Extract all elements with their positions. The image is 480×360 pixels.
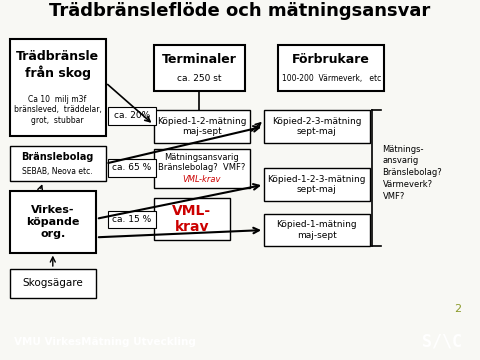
Text: S/\C: S/\C — [421, 333, 462, 351]
FancyBboxPatch shape — [10, 39, 106, 136]
FancyBboxPatch shape — [264, 110, 370, 143]
FancyBboxPatch shape — [108, 211, 156, 229]
FancyBboxPatch shape — [154, 110, 250, 143]
Text: Köpied-1-2-mätning
maj-sept: Köpied-1-2-mätning maj-sept — [157, 117, 246, 136]
FancyBboxPatch shape — [264, 214, 370, 246]
Text: VMF?: VMF? — [383, 192, 405, 201]
Text: Virkes-
köpande
org.: Virkes- köpande org. — [26, 205, 80, 239]
Text: Köpied-2-3-mätning
sept-maj: Köpied-2-3-mätning sept-maj — [272, 117, 361, 136]
FancyBboxPatch shape — [154, 149, 250, 188]
FancyBboxPatch shape — [108, 107, 156, 125]
Text: VML-krav: VML-krav — [182, 175, 221, 184]
Text: VML-
krav: VML- krav — [172, 204, 212, 234]
Text: 2: 2 — [454, 304, 461, 314]
FancyBboxPatch shape — [10, 269, 96, 298]
Text: ansvarig: ansvarig — [383, 156, 419, 165]
Text: Mätnings-: Mätnings- — [383, 144, 424, 153]
Text: Värmeverk?: Värmeverk? — [383, 180, 432, 189]
FancyBboxPatch shape — [264, 168, 370, 201]
Text: Bränslebolag?: Bränslebolag? — [383, 168, 442, 177]
Text: Förbrukare: Förbrukare — [292, 53, 370, 66]
Text: 100-200  Värmeverk,   etc: 100-200 Värmeverk, etc — [282, 73, 381, 82]
Text: Terminaler: Terminaler — [162, 53, 237, 66]
FancyBboxPatch shape — [10, 146, 106, 181]
Text: Bränslebolag: Bränslebolag — [22, 152, 94, 162]
Text: Köpied-1-2-3-mätning
sept-maj: Köpied-1-2-3-mätning sept-maj — [267, 175, 366, 194]
Text: VMU VirkesMätning Utveckling: VMU VirkesMätning Utveckling — [14, 337, 196, 347]
Text: Köpied-1-mätning
maj-sept: Köpied-1-mätning maj-sept — [276, 220, 357, 240]
Text: ca. 250 st: ca. 250 st — [177, 73, 221, 82]
Text: ca. 15 %: ca. 15 % — [112, 215, 152, 224]
FancyBboxPatch shape — [154, 198, 230, 240]
FancyBboxPatch shape — [10, 191, 96, 253]
Text: Trädbränsleflöde och mätningsansvar: Trädbränsleflöde och mätningsansvar — [49, 3, 431, 21]
Text: Bränslebolag?  VMF?: Bränslebolag? VMF? — [158, 163, 245, 172]
Text: Ca 10  milj m3f
bränsleved,  träddelar,
grot,  stubbar: Ca 10 milj m3f bränsleved, träddelar, gr… — [13, 95, 102, 125]
FancyBboxPatch shape — [108, 159, 156, 176]
Text: Skogsägare: Skogsägare — [23, 279, 83, 288]
Text: Mätningsansvarig: Mätningsansvarig — [164, 153, 239, 162]
Text: Trädbränsle
från skog: Trädbränsle från skog — [16, 50, 99, 80]
Text: ca. 65 %: ca. 65 % — [112, 163, 152, 172]
Text: SEBAB, Neova etc.: SEBAB, Neova etc. — [22, 167, 93, 176]
FancyBboxPatch shape — [278, 45, 384, 91]
Text: ca. 20%: ca. 20% — [114, 111, 150, 120]
FancyBboxPatch shape — [154, 45, 245, 91]
